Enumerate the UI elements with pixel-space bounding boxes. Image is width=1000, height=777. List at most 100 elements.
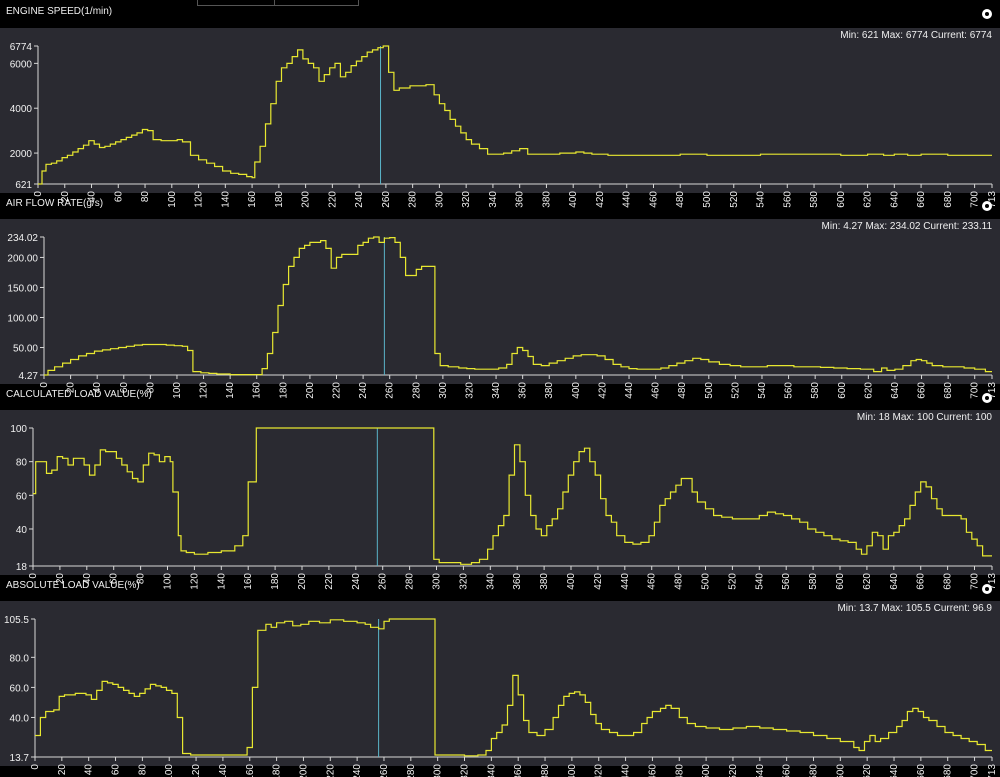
engine-speed-1-min-x-tick-label: 440 — [622, 191, 633, 208]
engine-speed-1-min-x-tick-label: 700 — [970, 191, 981, 208]
absolute-load-value-x-tick-label: 660 — [916, 764, 927, 777]
air-flow-rate-g-s-x-tick-label: 340 — [491, 382, 502, 399]
engine-speed-1-min-chart[interactable]: Min: 621 Max: 6774 Current: 677467746000… — [0, 28, 1000, 208]
air-flow-rate-g-s-y-tick-label: 4.27 — [19, 371, 39, 382]
absolute-load-value-x-tick-label: 500 — [701, 764, 712, 777]
absolute-load-value-chart[interactable]: Min: 13.7 Max: 105.5 Current: 96.9 105.5 8… — [0, 601, 1000, 777]
engine-speed-1-min-y-tick-label: 4000 — [10, 104, 33, 115]
air-flow-rate-g-s-title: AIR FLOW RATE(g/s) — [6, 198, 104, 209]
calculated-load-value-x-tick-label: 80 — [136, 573, 147, 585]
calculated-load-value-series-line — [33, 427, 992, 565]
absolute-load-value-x-tick-label: 680 — [943, 764, 954, 777]
air-flow-rate-g-s-x-tick-label: 0 — [39, 382, 50, 388]
engine-speed-1-min-x-tick-label: 420 — [595, 191, 606, 208]
engine-speed-1-min-x-tick-label: 280 — [408, 191, 419, 208]
engine-speed-1-min-x-tick-label: 480 — [675, 191, 686, 208]
absolute-load-value-x-tick-label: 100 — [164, 764, 175, 777]
engine-speed-1-min-select-radio[interactable] — [982, 9, 992, 19]
air-flow-rate-g-s-x-tick-label: 713 — [987, 382, 998, 399]
calculated-load-value-plot-area — [0, 410, 1000, 575]
calculated-load-value-chart[interactable]: Min: 18 Max: 100 Current: 100 100 80 60 40 18… — [0, 410, 1000, 590]
air-flow-rate-g-s-x-tick-label: 700 — [970, 382, 981, 399]
absolute-load-value-x-tick-label: 120 — [191, 764, 202, 777]
absolute-load-value-x-tick-label: 600 — [835, 764, 846, 777]
air-flow-rate-g-s-x-tick-label: 380 — [544, 382, 555, 399]
calculated-load-value-x-tick-label: 520 — [727, 573, 738, 590]
calculated-load-value-x-tick-label: 440 — [620, 573, 631, 590]
air-flow-rate-g-s-x-tick-label: 60 — [119, 382, 130, 394]
absolute-load-value-x-tick-label: 160 — [245, 764, 256, 777]
absolute-load-value-x-tick-label: 380 — [540, 764, 551, 777]
engine-speed-1-min-x-tick-label: 640 — [889, 191, 900, 208]
absolute-load-value-x-tick-label: 180 — [272, 764, 283, 777]
engine-speed-1-min-x-tick-label: 140 — [220, 191, 231, 208]
calculated-load-value-x-tick-label: 140 — [216, 573, 227, 590]
engine-speed-1-min-x-tick-label: 380 — [541, 191, 552, 208]
engine-speed-1-min-stats: Min: 621 Max: 6774 Current: 6774 — [840, 30, 992, 41]
absolute-load-value-x-tick-label: 620 — [862, 764, 873, 777]
absolute-load-value-x-tick-label: 540 — [755, 764, 766, 777]
air-flow-rate-g-s-x-tick-label: 180 — [278, 382, 289, 399]
absolute-load-value-x-tick-label: 240 — [352, 764, 363, 777]
engine-speed-1-min-x-tick-label: 680 — [943, 191, 954, 208]
calculated-load-value-x-tick-label: 620 — [862, 573, 873, 590]
engine-speed-1-min-x-tick-label: 220 — [327, 191, 338, 208]
absolute-load-value-title: ABSOLUTE LOAD VALUE(%) — [6, 580, 140, 591]
absolute-load-value-select-radio[interactable] — [982, 584, 992, 594]
engine-speed-1-min-y-tick-label: 6000 — [10, 59, 33, 70]
absolute-load-value-x-tick-label: 80 — [137, 764, 148, 776]
calculated-load-value-x-tick-label: 640 — [889, 573, 900, 590]
engine-speed-1-min-x-tick-label: 260 — [381, 191, 392, 208]
engine-speed-1-min-x-tick-label: 600 — [836, 191, 847, 208]
absolute-load-value-x-tick-label: 400 — [567, 764, 578, 777]
engine-speed-1-min-title: ENGINE SPEED(1/min) — [6, 6, 113, 17]
absolute-load-value-x-tick-label: 60 — [111, 764, 122, 776]
absolute-load-value-x-tick-label: 560 — [782, 764, 793, 777]
calculated-load-value-y-tick-label: 40 — [16, 525, 28, 536]
air-flow-rate-g-s-x-tick-label: 580 — [810, 382, 821, 399]
calculated-load-value-x-tick-label: 660 — [916, 573, 927, 590]
absolute-load-value-x-tick-label: 280 — [406, 764, 417, 777]
engine-speed-1-min-x-tick-label: 300 — [434, 191, 445, 208]
engine-speed-1-min-plot-area — [0, 28, 1000, 193]
engine-speed-1-min-x-tick-label: 340 — [488, 191, 499, 208]
calculated-load-value-select-radio[interactable] — [982, 393, 992, 403]
engine-speed-1-min-x-tick-label: 100 — [167, 191, 178, 208]
engine-speed-1-min-y-tick-label: 621 — [15, 180, 32, 191]
engine-speed-1-min-series-line — [38, 45, 992, 185]
air-flow-rate-g-s-x-tick-label: 220 — [332, 382, 343, 399]
absolute-load-value-y-tick-label: 13.7 — [10, 753, 30, 764]
calculated-load-value-x-tick-label: 300 — [432, 573, 443, 590]
air-flow-rate-g-s-select-radio[interactable] — [982, 201, 992, 211]
absolute-load-value-x-tick-label: 340 — [486, 764, 497, 777]
air-flow-rate-g-s-x-tick-label: 440 — [624, 382, 635, 399]
air-flow-rate-g-s-y-tick-label: 50.00 — [13, 344, 38, 355]
calculated-load-value-x-tick-label: 713 — [987, 573, 998, 590]
top-segmented-control[interactable] — [197, 0, 359, 6]
absolute-load-value-x-tick-label: 440 — [621, 764, 632, 777]
absolute-load-value-x-tick-label: 220 — [325, 764, 336, 777]
calculated-load-value-x-tick-label: 460 — [647, 573, 658, 590]
calculated-load-value-x-tick-label: 260 — [378, 573, 389, 590]
absolute-load-value-x-tick-label: 200 — [298, 764, 309, 777]
absolute-load-value-y-tick-label: 80.0 — [10, 653, 30, 664]
calculated-load-value-x-tick-label: 0 — [28, 573, 39, 579]
engine-speed-1-min-x-tick-label: 560 — [782, 191, 793, 208]
engine-speed-1-min-y-tick-label: 2000 — [10, 149, 33, 160]
air-flow-rate-g-s-x-tick-label: 40 — [92, 382, 103, 394]
engine-speed-1-min-x-tick-label: 540 — [756, 191, 767, 208]
air-flow-rate-g-s-x-tick-label: 680 — [943, 382, 954, 399]
air-flow-rate-g-s-x-tick-label: 120 — [199, 382, 210, 399]
engine-speed-1-min-x-tick-label: 60 — [113, 191, 124, 203]
air-flow-rate-g-s-x-tick-label: 140 — [225, 382, 236, 399]
air-flow-rate-g-s-x-tick-label: 620 — [863, 382, 874, 399]
air-flow-rate-g-s-x-tick-label: 500 — [704, 382, 715, 399]
engine-speed-1-min-x-tick-label: 460 — [648, 191, 659, 208]
engine-speed-1-min-x-tick-label: 320 — [461, 191, 472, 208]
calculated-load-value-x-tick-label: 60 — [109, 573, 120, 585]
air-flow-rate-g-s-chart[interactable]: Min: 4.27 Max: 234.02 Current: 233.11 234… — [0, 219, 1000, 399]
engine-speed-1-min-x-tick-label: 120 — [194, 191, 205, 208]
calculated-load-value-y-tick-label: 80 — [16, 458, 28, 469]
absolute-load-value-x-tick-label: 580 — [808, 764, 819, 777]
calculated-load-value-y-tick-label: 60 — [16, 491, 28, 502]
